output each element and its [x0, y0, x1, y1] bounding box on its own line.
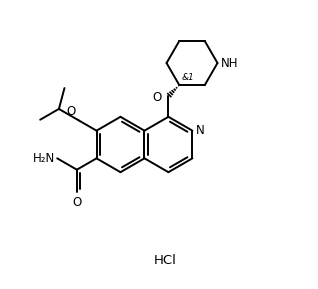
Text: NH: NH [221, 57, 239, 70]
Text: HCl: HCl [154, 254, 177, 267]
Text: O: O [67, 105, 76, 118]
Text: O: O [72, 196, 81, 209]
Text: &1: &1 [181, 73, 194, 82]
Text: N: N [196, 124, 204, 137]
Text: H₂N: H₂N [32, 152, 55, 165]
Text: O: O [152, 91, 162, 104]
